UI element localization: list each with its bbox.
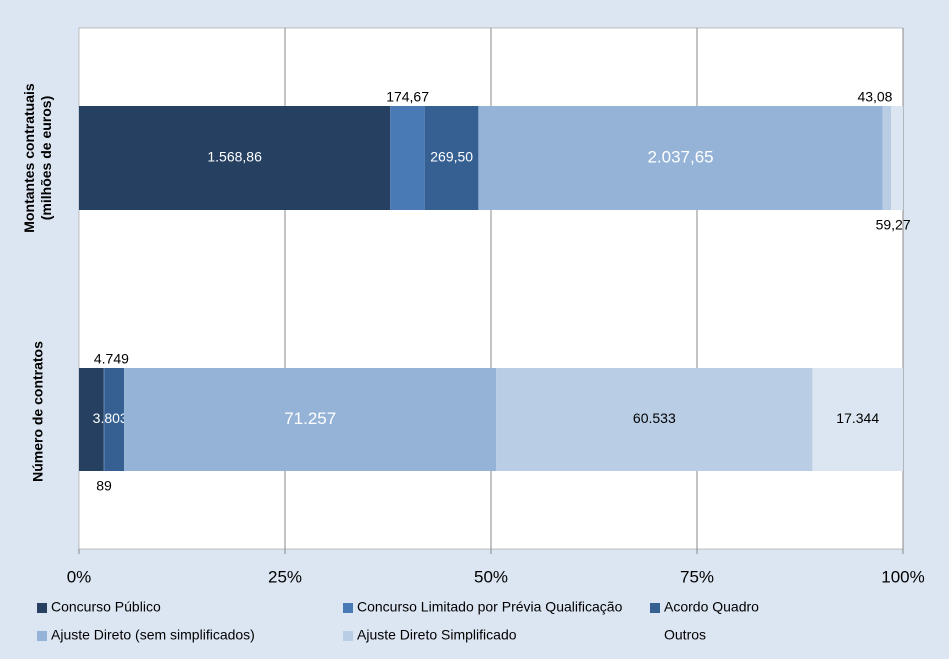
value-label: 4.749 xyxy=(94,351,129,367)
bar-segment xyxy=(79,106,391,210)
value-label: 3.803 xyxy=(93,410,128,426)
bar-segment xyxy=(79,368,104,471)
bar-segment xyxy=(424,106,479,210)
category-label: Número de contratos xyxy=(29,340,46,482)
value-label: 89 xyxy=(96,478,112,494)
legend-label: Ajuste Direto Simplificado xyxy=(357,627,517,643)
bar-segment xyxy=(124,368,497,471)
x-tick-label: 75% xyxy=(680,567,714,586)
category-label: Montantes contratuais (milhões de euros) xyxy=(21,83,54,233)
legend-label: Acordo Quadro xyxy=(664,599,759,615)
bar-segment xyxy=(891,106,903,210)
value-label: 59,27 xyxy=(876,217,911,233)
bar-segment xyxy=(882,106,892,210)
legend-swatch xyxy=(650,603,660,613)
bar-segment xyxy=(812,368,903,471)
value-label: 2.037,65 xyxy=(647,147,713,166)
x-tick-label: 0% xyxy=(67,567,92,586)
value-label: 71.257 xyxy=(284,409,336,428)
legend-label: Concurso Limitado por Prévia Qualificaçã… xyxy=(357,599,623,615)
bar-segment xyxy=(390,106,425,210)
value-label: 17.344 xyxy=(836,410,879,426)
legend-swatch xyxy=(343,603,353,613)
legend-label: Ajuste Direto (sem simplificados) xyxy=(51,627,255,643)
legend-swatch xyxy=(650,631,660,641)
value-label: 1.568,86 xyxy=(207,149,262,165)
legend-label: Outros xyxy=(664,627,706,643)
bar-segment xyxy=(496,368,813,471)
value-label: 174,67 xyxy=(386,89,429,105)
value-label: 269,50 xyxy=(430,149,473,165)
legend-swatch xyxy=(37,603,47,613)
x-tick-label: 50% xyxy=(474,567,508,586)
x-tick-label: 100% xyxy=(881,567,924,586)
x-tick-label: 25% xyxy=(268,567,302,586)
value-label: 60.533 xyxy=(633,410,676,426)
legend-swatch xyxy=(343,631,353,641)
value-label: 43,08 xyxy=(857,89,892,105)
legend-swatch xyxy=(37,631,47,641)
bar-segment xyxy=(478,106,883,210)
bar-segment xyxy=(104,368,125,471)
legend-label: Concurso Público xyxy=(51,599,161,615)
